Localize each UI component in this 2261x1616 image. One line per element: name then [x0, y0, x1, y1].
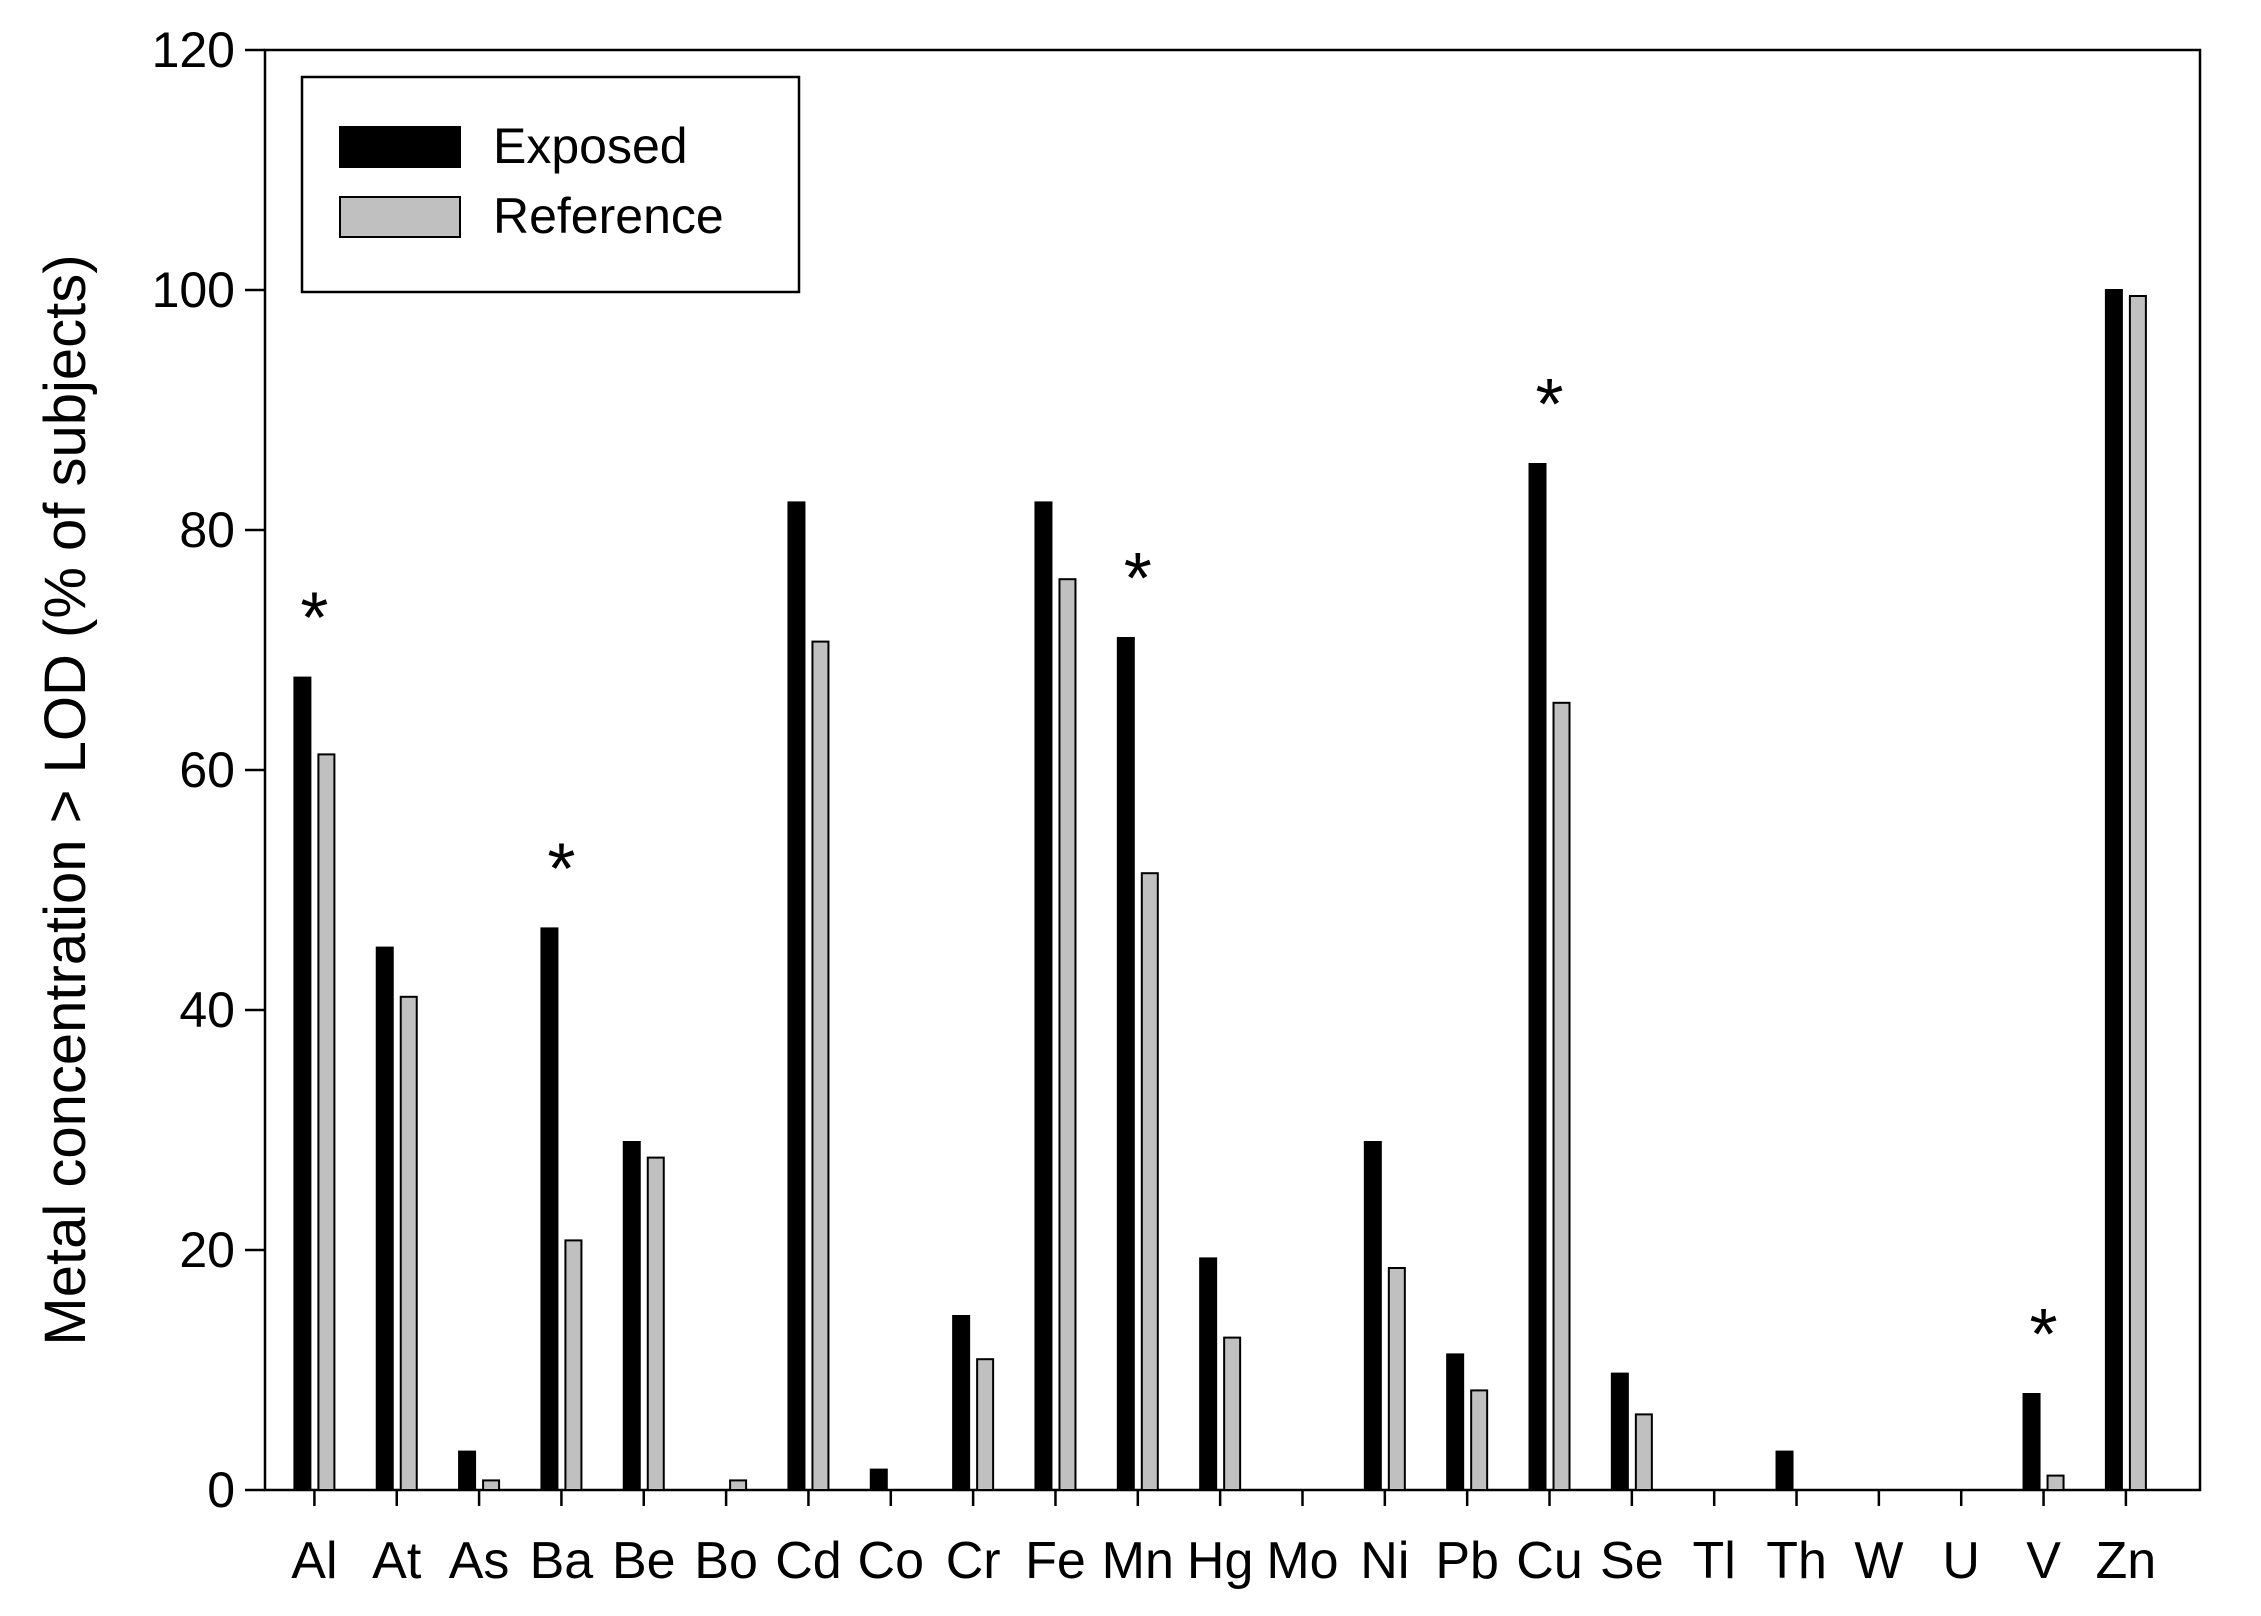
- x-tick-label: Fe: [1025, 1532, 1086, 1590]
- y-tick-label: 100: [152, 262, 235, 318]
- x-tick-label: Cr: [946, 1532, 1001, 1590]
- x-tick-label: Be: [612, 1532, 676, 1590]
- bar-exposed: [1775, 1450, 1794, 1491]
- x-tick-label: Bo: [694, 1532, 758, 1590]
- bar-reference: [399, 995, 418, 1491]
- legend: Exposed Reference: [300, 75, 801, 294]
- bar-exposed: [1446, 1353, 1465, 1492]
- x-tick-label: Th: [1766, 1532, 1827, 1590]
- bar-exposed: [1610, 1372, 1629, 1491]
- bar-reference: [1387, 1267, 1406, 1491]
- bar-reference: [317, 753, 336, 1491]
- bar-reference: [2046, 1474, 2065, 1491]
- bar-exposed: [1363, 1141, 1382, 1491]
- x-tick-label: Tl: [1693, 1532, 1736, 1590]
- bars: [293, 289, 2147, 1492]
- x-tick-label: Co: [858, 1532, 924, 1590]
- x-tick-label: At: [372, 1532, 422, 1590]
- significance-star: *: [1535, 365, 1563, 445]
- bar-exposed: [540, 927, 559, 1491]
- legend-swatch: [339, 196, 461, 238]
- x-tick-label: Zn: [2096, 1532, 2157, 1590]
- significance-marks: * * * * *: [300, 365, 2057, 1375]
- y-tick-label: 120: [152, 22, 235, 78]
- legend-swatch: [339, 126, 461, 168]
- bar-exposed: [622, 1141, 641, 1491]
- bar-exposed: [869, 1468, 888, 1491]
- bar-exposed: [1199, 1257, 1218, 1492]
- significance-star: *: [1124, 539, 1152, 619]
- bar-exposed: [1034, 501, 1053, 1491]
- bar-reference: [811, 640, 830, 1491]
- y-axis-title: Metal concentration > LOD (% of subjects…: [33, 254, 98, 1345]
- x-tick-label: Cu: [1516, 1532, 1582, 1590]
- legend-label: Exposed: [493, 118, 688, 174]
- y-tick-label: 40: [179, 982, 235, 1038]
- bar-reference: [976, 1358, 995, 1491]
- bar-exposed: [293, 676, 312, 1491]
- bar-exposed: [2104, 289, 2123, 1491]
- bar-exposed: [2022, 1393, 2041, 1491]
- x-tick-label: As: [449, 1532, 510, 1590]
- bar-exposed: [458, 1450, 477, 1491]
- significance-star: *: [300, 579, 328, 659]
- significance-star: *: [547, 829, 575, 909]
- x-tick-label: Ba: [530, 1532, 594, 1590]
- bar-reference: [2128, 295, 2147, 1491]
- x-tick-label: Hg: [1187, 1532, 1253, 1590]
- x-tick-label: V: [2026, 1532, 2061, 1590]
- x-tick-label: Se: [1600, 1532, 1664, 1590]
- bar-exposed: [787, 501, 806, 1491]
- x-tick-label: Cd: [775, 1532, 841, 1590]
- x-tick-label: Mn: [1102, 1532, 1174, 1590]
- bar-reference: [1140, 872, 1159, 1491]
- y-tick-label: 0: [207, 1462, 235, 1518]
- x-tick-label: Pb: [1435, 1532, 1499, 1590]
- bar-reference: [729, 1479, 748, 1492]
- significance-star: *: [2030, 1295, 2058, 1375]
- legend-label: Reference: [493, 188, 724, 244]
- x-tick-label: Mo: [1266, 1532, 1338, 1590]
- bar-reference: [646, 1156, 665, 1491]
- x-tick-label: Ni: [1360, 1532, 1409, 1590]
- bar-exposed: [375, 946, 394, 1491]
- bar-reference: [1058, 578, 1077, 1491]
- y-tick-label: 60: [179, 742, 235, 798]
- legend-box: [300, 75, 801, 294]
- x-tick-label: U: [1942, 1532, 1980, 1590]
- bar-reference: [564, 1239, 583, 1492]
- y-tick-label: 80: [179, 502, 235, 558]
- x-tick-label: Al: [291, 1532, 337, 1590]
- y-axis: 0 20 40 60 80 100 120: [152, 22, 265, 1518]
- bar-reference: [1552, 701, 1571, 1491]
- x-tick-label: W: [1854, 1532, 1903, 1590]
- bar-reference: [482, 1479, 501, 1492]
- bar-exposed: [952, 1315, 971, 1491]
- x-axis: Al At As Ba Be Bo Cd Co Cr Fe Mn Hg Mo Ni Pb Cu Se Tl Th W U…: [291, 1490, 2156, 1590]
- y-tick-label: 20: [179, 1222, 235, 1278]
- bar-reference: [1634, 1413, 1653, 1492]
- bar-exposed: [1116, 637, 1135, 1491]
- bar-exposed: [1528, 463, 1547, 1491]
- bar-reference: [1223, 1336, 1242, 1491]
- bar-reference: [1470, 1389, 1489, 1492]
